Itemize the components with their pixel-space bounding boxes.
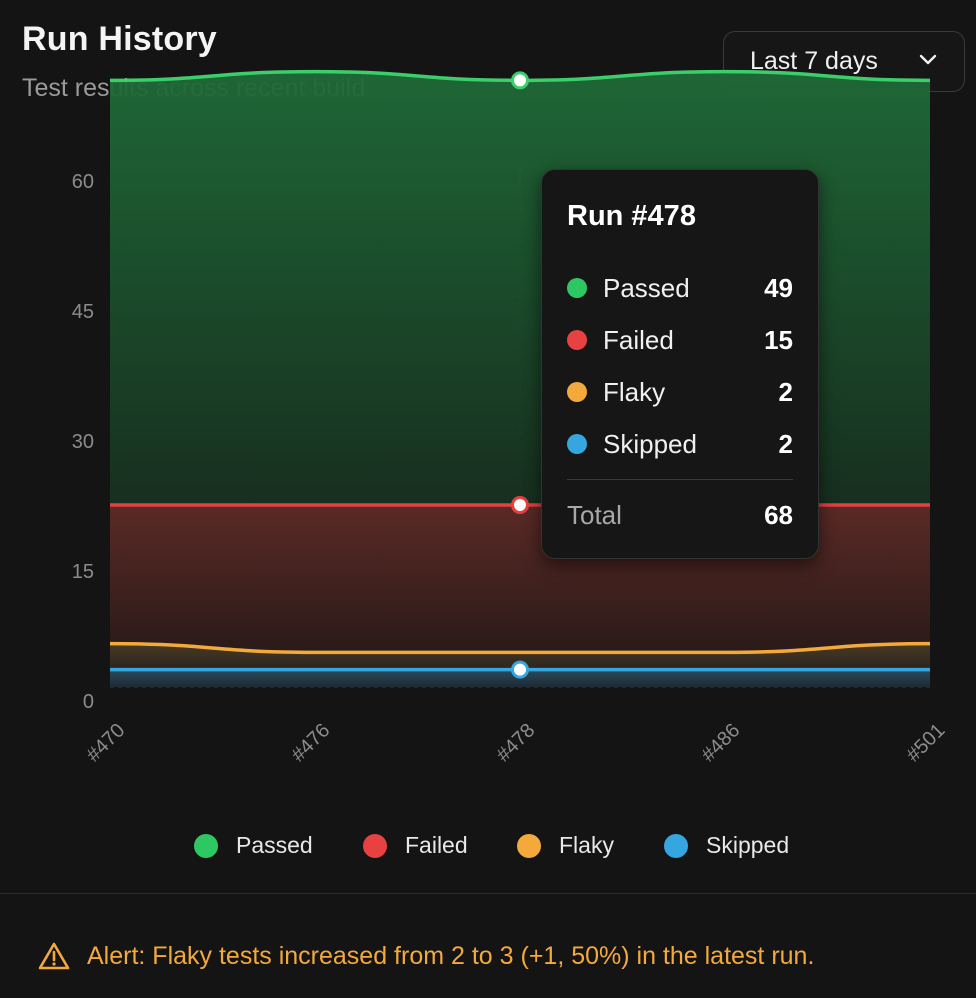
run-tooltip: Run #478 Passed 49 Failed 15 Flaky 2 Ski… [541,169,819,559]
line-flaky [109,641,931,655]
tooltip-row-label: Passed [603,273,690,303]
marker-passed [511,71,529,90]
tooltip-row-value: 2 [778,429,793,459]
legend-label: Passed [236,832,313,858]
tooltip-total-value: 68 [764,500,793,530]
flaky-dot-icon [517,834,541,858]
alert-text: Alert: Flaky tests increased from 2 to 3… [87,942,815,970]
failed-dot-icon [363,834,387,858]
tooltip-row-flaky: Flaky 2 [567,372,793,412]
legend-label: Skipped [706,832,790,858]
skipped-dot-icon [664,834,688,858]
y-tick-label: 45 [71,301,94,323]
tooltip-row-label: Failed [603,325,674,355]
tooltip-row-skipped: Skipped 2 [567,424,793,464]
tooltip-title: Run #478 [567,200,696,232]
date-range-label: Last 7 days [750,47,878,75]
passed-dot-icon [567,278,587,298]
tooltip-row-label: Skipped [603,429,697,459]
footer-divider [0,893,976,894]
tooltip-row-failed: Failed 15 [567,320,793,360]
warning-icon [38,942,70,970]
area-flaky [110,643,930,670]
run-history-chart [109,69,931,688]
chevron-down-icon [919,54,937,65]
tooltip-row-label: Flaky [603,377,666,407]
y-tick-label: 0 [82,691,94,713]
y-tick-label: 15 [71,561,94,583]
legend-label: Flaky [559,832,614,858]
marker-skipped [511,660,529,679]
y-tick-label: 30 [71,431,94,453]
tooltip-divider [567,479,793,480]
legend-label: Failed [405,832,468,858]
tooltip-row-passed: Passed 49 [567,268,793,308]
skipped-dot-icon [567,434,587,454]
y-tick-label: 60 [71,171,94,193]
tooltip-row-value: 15 [764,325,793,355]
flaky-dot-icon [567,382,587,402]
tooltip-row-value: 49 [764,273,793,303]
page-title: Run History [22,20,217,58]
tooltip-total-label: Total [567,500,622,530]
tooltip-row-value: 2 [778,377,793,407]
marker-failed [511,496,529,514]
passed-dot-icon [194,834,218,858]
failed-dot-icon [567,330,587,350]
